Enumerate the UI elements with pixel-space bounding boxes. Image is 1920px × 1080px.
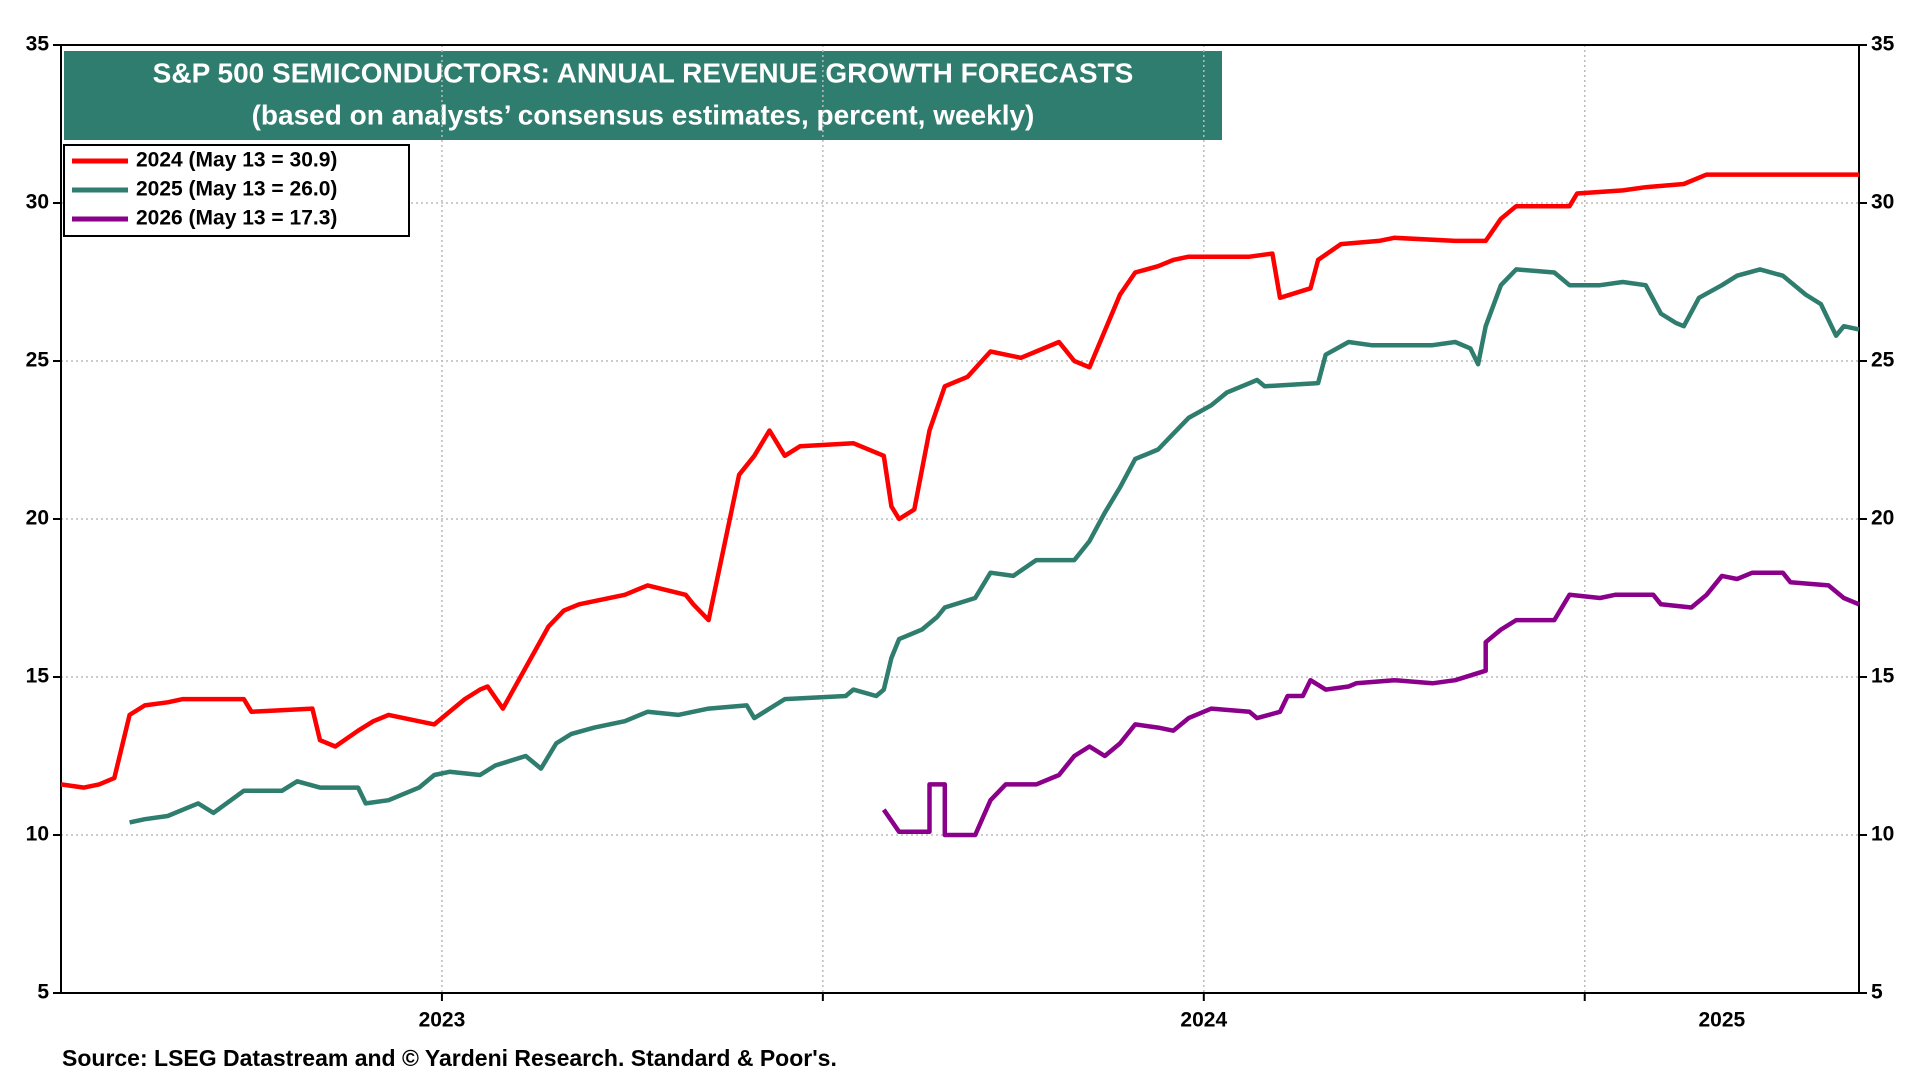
data-line: [881, 570, 1860, 838]
y-tick-label: 30: [26, 191, 49, 214]
y2-tick-label: 30: [1871, 191, 1894, 214]
data-line: [129, 267, 1860, 825]
source-note: Source: LSEG Datastream and © Yardeni Re…: [62, 1045, 837, 1071]
y2-tick-label: 25: [1871, 349, 1895, 372]
x-tick-label: 2023: [419, 1009, 466, 1032]
y-tick-label: 35: [26, 33, 50, 56]
y2-tick-label: 15: [1871, 665, 1895, 688]
chart-title: S&P 500 SEMICONDUCTORS: ANNUAL REVENUE G…: [153, 57, 1134, 88]
y-tick-label: 10: [26, 823, 49, 846]
y2-tick-label: 10: [1871, 823, 1894, 846]
data-line: [60, 172, 1859, 790]
x-tick-label: 2024: [1180, 1009, 1227, 1032]
chart-subtitle: (based on analysts’ consensus estimates,…: [252, 99, 1035, 130]
y2-tick-label: 35: [1871, 33, 1895, 56]
y-tick-label: 20: [26, 507, 49, 530]
y2-tick-label: 5: [1871, 981, 1883, 1004]
legend-label: 2025 (May 13 = 26.0): [136, 178, 337, 201]
y-tick-label: 25: [26, 349, 50, 372]
y2-tick-label: 20: [1871, 507, 1894, 530]
x-tick-label: 2025: [1699, 1009, 1746, 1032]
title-box: [64, 51, 1222, 140]
y-tick-label: 5: [37, 981, 49, 1004]
legend-label: 2026 (May 13 = 17.3): [136, 207, 337, 230]
legend-label: 2024 (May 13 = 30.9): [136, 149, 337, 172]
y-tick-label: 15: [26, 665, 50, 688]
